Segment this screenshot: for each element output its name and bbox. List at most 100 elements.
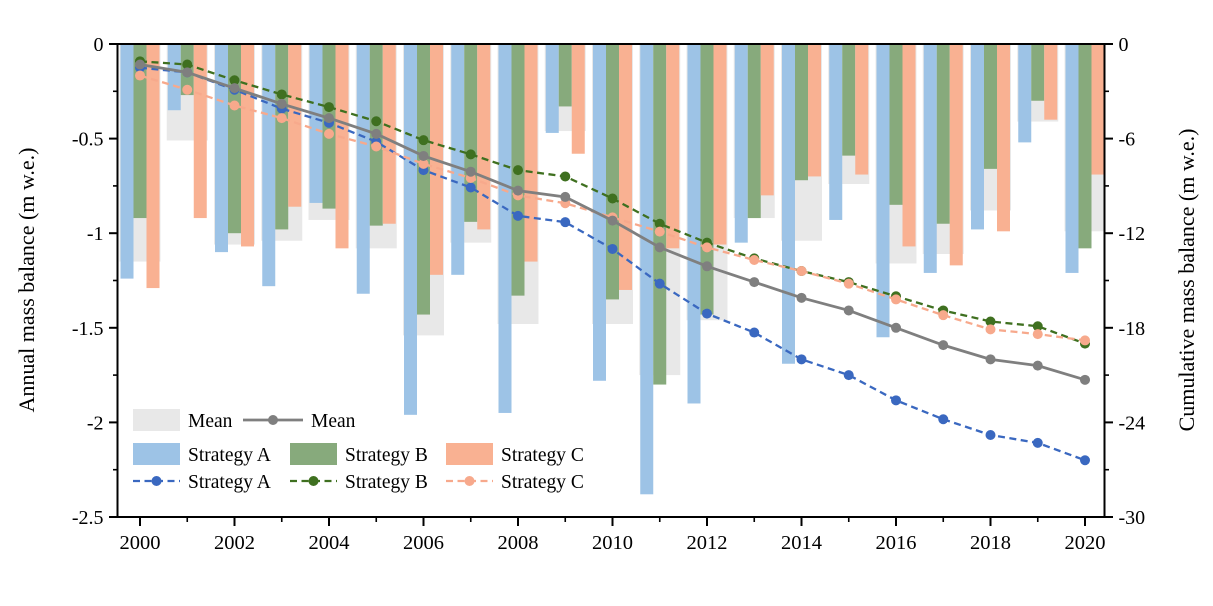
legend-label-strategy-b: Strategy B (345, 472, 428, 493)
marker-strategy-c-2016 (891, 294, 901, 305)
bar-strategy-a-2007 (451, 44, 465, 275)
marker-strategy-a-2009 (560, 217, 571, 228)
marker-strategy-a-2010 (607, 243, 618, 254)
x-tick-label-2002: 2002 (214, 532, 255, 554)
legend-marker-mean (268, 415, 278, 425)
bar-strategy-a-2002 (215, 44, 228, 253)
marker-strategy-a-2019 (1032, 437, 1043, 448)
cumulative-line-strategy-a (135, 62, 1090, 466)
bar-strategy-b-2013 (747, 44, 761, 219)
x-tick-label-2004: 2004 (309, 532, 350, 554)
marker-strategy-a-2015 (843, 370, 854, 381)
marker-mean-2009 (560, 191, 571, 202)
bar-strategy-a-2020 (1065, 44, 1079, 273)
legend-swatch-mean (133, 409, 180, 431)
bar-strategy-c-2011 (666, 44, 680, 249)
bar-strategy-c-2017 (949, 44, 963, 266)
marker-mean-2011 (654, 242, 665, 253)
marker-strategy-c-2018 (985, 324, 996, 335)
right-tick-label: -6 (1119, 129, 1136, 151)
bar-strategy-b-2010 (606, 44, 619, 300)
bar-strategy-a-2012 (687, 44, 701, 404)
x-tick-label-2016: 2016 (876, 532, 917, 554)
bar-strategy-b-2014 (795, 44, 808, 181)
bar-strategy-a-2017 (923, 44, 937, 273)
marker-strategy-a-2014 (796, 354, 807, 365)
marker-strategy-a-2008 (513, 210, 523, 221)
marker-mean-2013 (749, 277, 760, 288)
x-tick-label-2014: 2014 (781, 532, 822, 554)
bar-strategy-b-2002 (228, 44, 241, 234)
bar-strategy-c-2004 (335, 44, 349, 249)
bar-strategy-a-2000 (120, 44, 134, 279)
marker-strategy-b-2004 (324, 102, 334, 113)
bar-strategy-c-2010 (619, 44, 632, 290)
legend-label-strategy-a: Strategy A (188, 472, 271, 493)
marker-strategy-c-2017 (938, 310, 949, 321)
marker-strategy-b-2006 (418, 135, 429, 146)
marker-strategy-c-2019 (1032, 329, 1043, 340)
bar-strategy-a-2001 (167, 44, 181, 111)
marker-strategy-c-2006 (418, 158, 429, 169)
bar-strategy-b-2007 (464, 44, 478, 222)
marker-strategy-b-2008 (513, 165, 523, 176)
right-tick-label: -24 (1119, 412, 1146, 434)
marker-strategy-b-2003 (276, 89, 287, 100)
x-tick-label-2012: 2012 (687, 532, 728, 554)
bar-strategy-a-2006 (404, 44, 417, 415)
bar-strategy-c-2019 (1044, 44, 1058, 120)
right-axis-title: Cumulative mass balance (m w.e.) (1174, 128, 1199, 432)
marker-mean-2003 (276, 98, 287, 109)
marker-strategy-a-2017 (938, 414, 949, 425)
left-tick-label: -2 (87, 412, 104, 434)
bar-strategy-b-2003 (275, 44, 289, 230)
cumulative-line-strategy-c (135, 70, 1090, 346)
bar-strategy-b-2015 (842, 44, 856, 156)
bar-strategy-b-2012 (700, 44, 714, 315)
bar-strategy-a-2016 (876, 44, 890, 338)
marker-strategy-a-2018 (985, 430, 996, 441)
marker-mean-2019 (1032, 360, 1043, 371)
bar-strategy-a-2003 (262, 44, 276, 287)
marker-strategy-b-2019 (1032, 321, 1043, 332)
left-tick-label: -2.5 (72, 507, 104, 529)
legend-marker-strategy-c (464, 476, 475, 486)
x-tick-label-2008: 2008 (498, 532, 539, 554)
right-tick-label: -30 (1119, 507, 1146, 529)
marker-strategy-c-2011 (654, 226, 665, 237)
x-tick-label-2000: 2000 (120, 532, 161, 554)
bar-strategy-b-2009 (558, 44, 572, 107)
bar-strategy-c-2000 (146, 44, 160, 289)
marker-strategy-c-2014 (796, 266, 807, 277)
right-tick-label: -18 (1119, 318, 1146, 340)
bar-strategy-c-2020 (1091, 44, 1105, 175)
marker-mean-2008 (513, 185, 523, 196)
marker-strategy-a-2013 (749, 327, 760, 338)
marker-strategy-a-2016 (891, 395, 901, 406)
bar-strategy-b-2020 (1078, 44, 1092, 249)
bars-strategy-b (133, 44, 1092, 385)
x-axis: 2000 2002 2004 2006 2008 2010 2012 2014 2016 2018… (120, 517, 1106, 554)
marker-mean-2016 (891, 322, 901, 333)
bars-strategy-c (146, 44, 1105, 290)
marker-strategy-b-2007 (465, 149, 476, 160)
marker-mean-2006 (418, 150, 429, 161)
marker-strategy-c-2004 (324, 128, 334, 139)
bar-strategy-c-2001 (193, 44, 207, 219)
marker-strategy-c-2002 (229, 100, 240, 111)
marker-strategy-b-2010 (607, 193, 618, 204)
marker-mean-2018 (985, 354, 996, 365)
bar-strategy-a-2018 (971, 44, 984, 230)
bars-strategy-a (120, 44, 1079, 495)
marker-strategy-c-2005 (371, 141, 382, 152)
cumulative-line-mean (135, 59, 1090, 385)
legend-swatch-strategy-c (446, 443, 493, 465)
marker-strategy-a-2012 (702, 308, 712, 319)
bar-strategy-b-2006 (417, 44, 430, 315)
marker-strategy-a-2007 (465, 182, 476, 193)
legend-label-strategy-c: Strategy C (501, 472, 584, 493)
bar-strategy-c-2012 (713, 44, 727, 245)
marker-strategy-b-2002 (229, 75, 240, 86)
marker-strategy-b-2018 (985, 316, 996, 327)
